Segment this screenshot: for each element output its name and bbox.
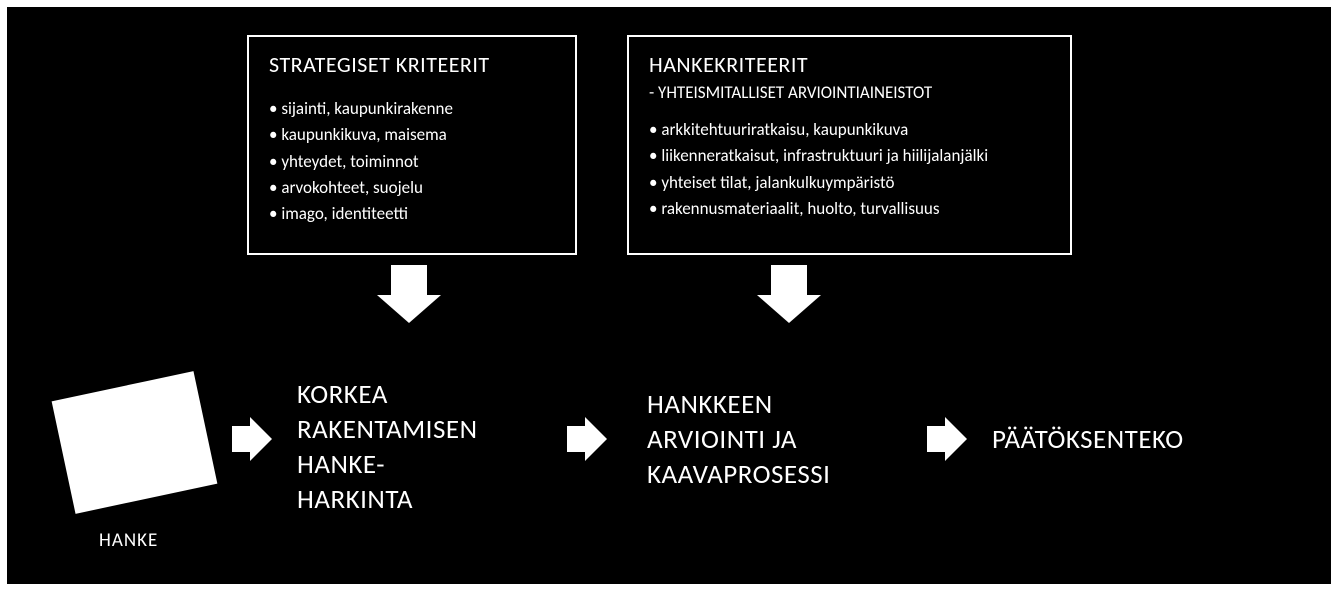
criteria-item: arvokohteet, suojelu bbox=[269, 175, 555, 201]
project-subtitle: - YHTEISMITALLISET ARVIOINTIAINEISTOT bbox=[649, 82, 1050, 103]
stage-1-label: KORKEARAKENTAMISENHANKE-HARKINTA bbox=[297, 377, 478, 517]
stage-line: HANKE- bbox=[297, 447, 478, 482]
strategic-items: sijainti, kaupunkirakennekaupunkikuva, m… bbox=[269, 96, 555, 228]
criteria-item: sijainti, kaupunkirakenne bbox=[269, 96, 555, 122]
stage-line: ARVIOINTI JA bbox=[647, 422, 830, 457]
strategic-criteria-box: STRATEGISET KRITEERIT sijainti, kaupunki… bbox=[247, 35, 577, 255]
arrow-down-icon bbox=[757, 265, 821, 323]
criteria-item: rakennusmateriaalit, huolto, turvallisuu… bbox=[649, 196, 1050, 222]
stage-line: KORKEA bbox=[297, 377, 478, 412]
criteria-item: liikenneratkaisut, infrastruktuuri ja hi… bbox=[649, 143, 1050, 169]
arrow-right-icon bbox=[567, 417, 607, 461]
project-criteria-box: HANKEKRITEERIT - YHTEISMITALLISET ARVIOI… bbox=[627, 35, 1072, 255]
stage-line: HARKINTA bbox=[297, 482, 478, 517]
criteria-item: kaupunkikuva, maisema bbox=[269, 122, 555, 148]
project-items: arkkitehtuuriratkaisu, kaupunkikuvaliike… bbox=[649, 117, 1050, 222]
project-title: HANKEKRITEERIT bbox=[649, 51, 1050, 78]
arrow-right-icon bbox=[232, 417, 272, 461]
stage-line: KAAVAPROSESSI bbox=[647, 457, 830, 492]
stage-line: PÄÄTÖKSENTEKO bbox=[992, 422, 1184, 457]
criteria-item: arkkitehtuuriratkaisu, kaupunkikuva bbox=[649, 117, 1050, 143]
hanke-shape bbox=[52, 371, 218, 514]
diagram-frame: STRATEGISET KRITEERIT sijainti, kaupunki… bbox=[5, 5, 1333, 586]
stage-3-label: PÄÄTÖKSENTEKO bbox=[992, 422, 1184, 457]
criteria-item: imago, identiteetti bbox=[269, 201, 555, 227]
stage-line: RAKENTAMISEN bbox=[297, 412, 478, 447]
stage-2-label: HANKKEENARVIOINTI JAKAAVAPROSESSI bbox=[647, 387, 830, 492]
criteria-item: yhteydet, toiminnot bbox=[269, 149, 555, 175]
stage-line: HANKKEEN bbox=[647, 387, 830, 422]
arrow-down-icon bbox=[377, 265, 441, 323]
criteria-item: yhteiset tilat, jalankulkuympäristö bbox=[649, 170, 1050, 196]
hanke-label: HANKE bbox=[99, 529, 158, 552]
strategic-title: STRATEGISET KRITEERIT bbox=[269, 51, 555, 78]
arrow-right-icon bbox=[927, 417, 967, 461]
